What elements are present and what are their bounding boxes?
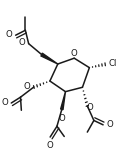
Text: O: O [58,114,65,123]
Text: O: O [107,120,113,129]
Polygon shape [41,53,58,64]
Polygon shape [61,92,65,110]
Text: O: O [18,38,25,47]
Text: O: O [23,82,30,91]
Text: O: O [86,103,93,112]
Text: O: O [5,30,12,39]
Text: O: O [1,98,8,107]
Text: Cl: Cl [109,59,117,68]
Text: O: O [71,49,78,58]
Text: O: O [47,141,54,150]
